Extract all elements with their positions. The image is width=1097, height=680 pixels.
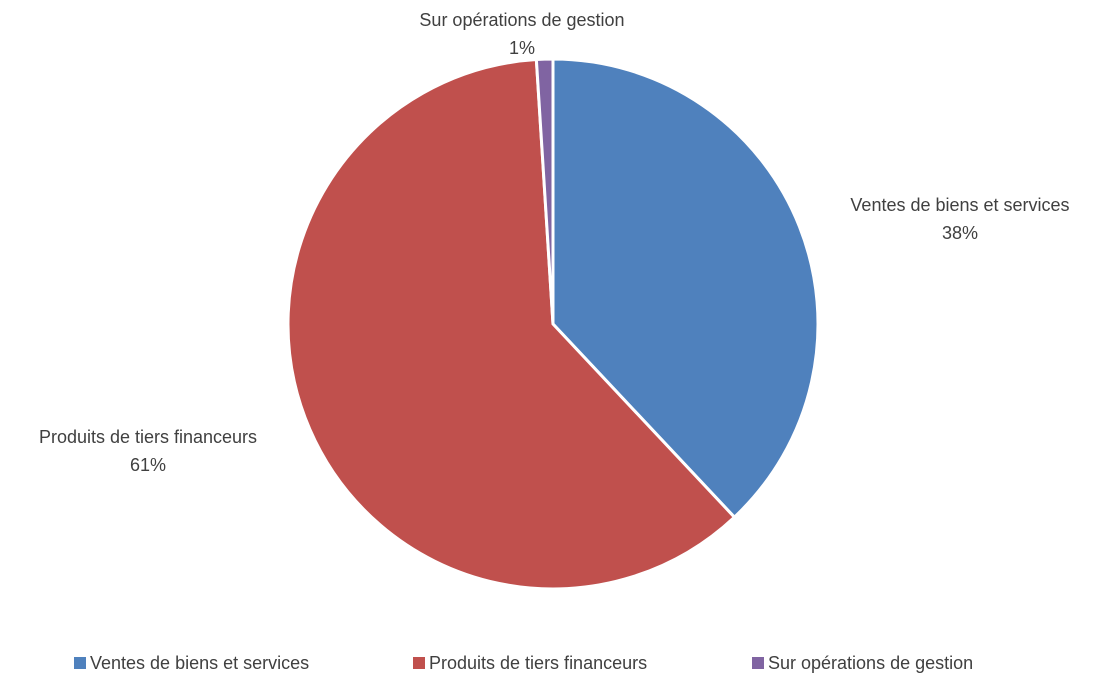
legend-swatch (752, 657, 764, 669)
data-label-value: 1% (509, 38, 535, 58)
data-label-name: Sur opérations de gestion (419, 10, 624, 30)
data-label-value: 38% (942, 223, 978, 243)
legend-swatch (74, 657, 86, 669)
pie-slice (286, 57, 737, 591)
data-label-name: Ventes de biens et services (850, 195, 1069, 215)
legend-label: Produits de tiers financeurs (429, 653, 647, 673)
legend-label: Ventes de biens et services (90, 653, 309, 673)
data-label-value: 61% (130, 455, 166, 475)
legend-swatch (413, 657, 425, 669)
data-label-name: Produits de tiers financeurs (39, 427, 257, 447)
legend-label: Sur opérations de gestion (768, 653, 973, 673)
pie-slice (534, 57, 555, 325)
pie-slice (551, 57, 820, 520)
